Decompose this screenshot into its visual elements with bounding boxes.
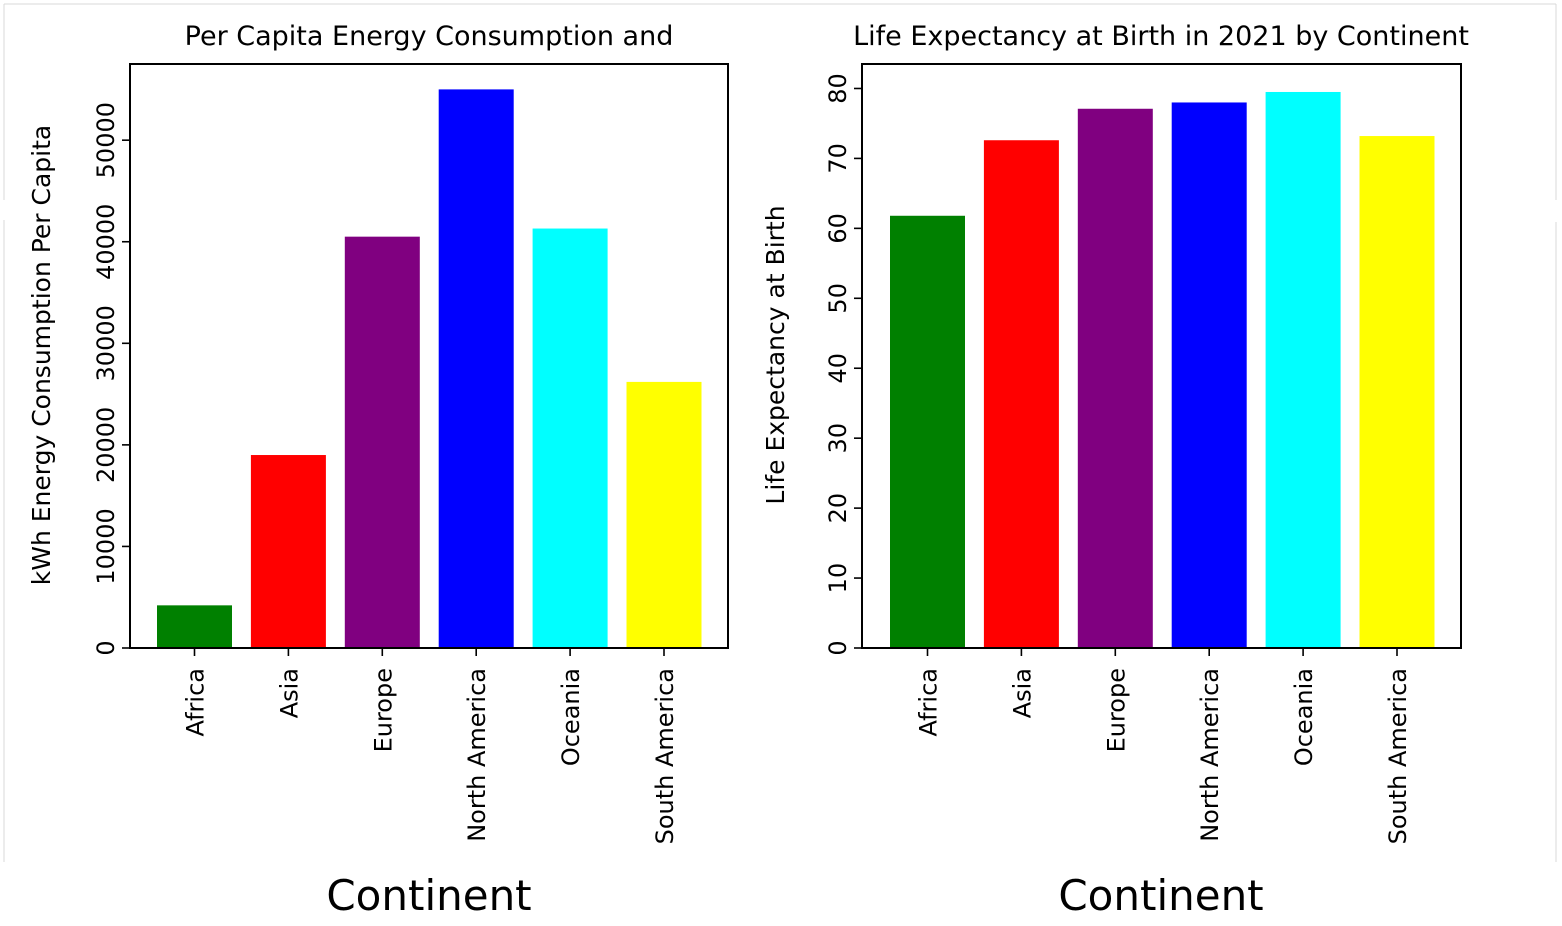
y-tick-label: 40000 [92, 204, 120, 280]
y-tick-label: 10000 [92, 508, 120, 584]
chart-title: Per Capita Energy Consumption and [185, 21, 674, 52]
x-axis-label: Continent [1058, 871, 1263, 920]
x-ticks: Africa Asia Europe North America Oceania Sout… [182, 648, 679, 844]
y-tick-label: 0 [92, 640, 120, 655]
y-tick-label: 10 [824, 563, 852, 594]
bar-oceania [1265, 91, 1341, 648]
x-tick-label: Oceania [1290, 668, 1318, 766]
chart-title: Life Expectancy at Birth in 2021 by Cont… [853, 21, 1469, 52]
y-tick-label: 50000 [92, 102, 120, 178]
y-tick-label: 80 [824, 73, 852, 104]
bar-south-america [1359, 136, 1435, 648]
x-tick-label: Oceania [557, 668, 585, 766]
bar-asia [250, 455, 326, 648]
x-tick-label: Asia [275, 668, 303, 718]
y-tick-label: 60 [824, 213, 852, 244]
x-tick-label: Africa [915, 668, 943, 736]
y-tick-label: 50 [824, 283, 852, 314]
bars [157, 89, 702, 649]
bar-north-america [1171, 102, 1247, 649]
y-tick-label: 0 [824, 640, 852, 655]
y-ticks: 0 10 20 30 40 50 60 70 80 [824, 73, 862, 656]
x-tick-label: Asia [1008, 668, 1036, 718]
bar-africa [890, 215, 965, 648]
bar-north-america [438, 89, 514, 649]
life-expectancy-chart: Life Expectancy at Birth in 2021 by Cont… [761, 21, 1469, 920]
y-axis-label: Life Expectancy at Birth [761, 205, 790, 504]
x-ticks: Africa Asia Europe North America Oceania Sout… [915, 648, 1412, 844]
y-tick-label: 30000 [92, 305, 120, 381]
y-tick-label: 40 [824, 353, 852, 384]
y-tick-label: 70 [824, 143, 852, 174]
x-tick-label: Europe [369, 668, 397, 752]
bar-asia [983, 140, 1059, 648]
energy-consumption-chart: Per Capita Energy Consumption and kWh En… [27, 21, 729, 920]
bar-europe [1077, 108, 1153, 649]
bars [890, 91, 1435, 649]
x-tick-label: Europe [1102, 668, 1130, 752]
x-tick-label: North America [1196, 668, 1224, 842]
y-ticks: 0 10000 20000 30000 40000 50000 [92, 102, 130, 656]
y-tick-label: 30 [824, 423, 852, 454]
x-axis-label: Continent [326, 871, 531, 920]
x-tick-label: North America [463, 668, 491, 842]
bar-africa [157, 605, 232, 648]
bar-europe [344, 236, 420, 648]
y-axis-label: kWh Energy Consumption Per Capita [27, 125, 56, 586]
plot-frame [129, 63, 729, 649]
x-tick-label: Africa [182, 668, 210, 736]
x-tick-label: South America [651, 668, 679, 844]
bar-south-america [626, 381, 702, 648]
x-tick-label: South America [1384, 668, 1412, 844]
bar-oceania [532, 228, 608, 648]
y-tick-label: 20000 [92, 407, 120, 483]
y-tick-label: 20 [824, 493, 852, 524]
plot-frame [861, 63, 1462, 649]
